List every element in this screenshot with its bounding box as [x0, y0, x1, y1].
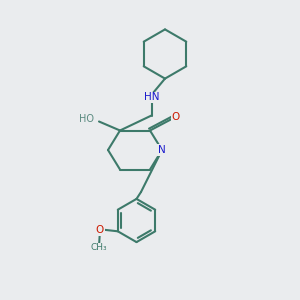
Text: N: N	[158, 145, 166, 155]
Text: HO: HO	[79, 114, 94, 124]
Text: O: O	[171, 112, 180, 122]
Text: CH₃: CH₃	[91, 243, 107, 252]
Text: HN: HN	[144, 92, 159, 103]
Text: O: O	[96, 225, 104, 235]
